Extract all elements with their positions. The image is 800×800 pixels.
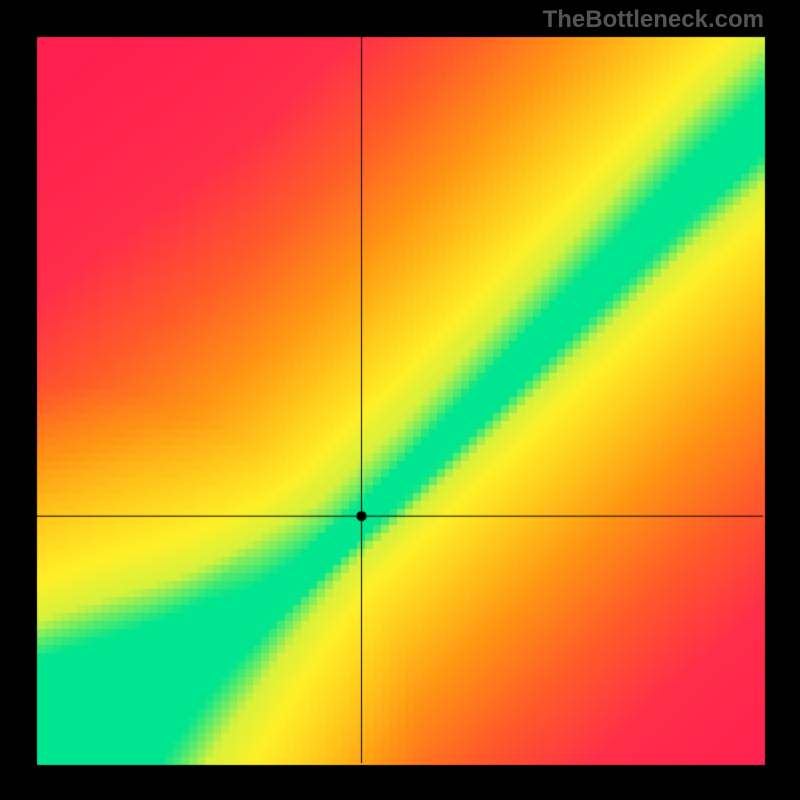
bottleneck-heatmap — [0, 0, 800, 800]
watermark-text: TheBottleneck.com — [543, 6, 764, 34]
chart-container: TheBottleneck.com — [0, 0, 800, 800]
